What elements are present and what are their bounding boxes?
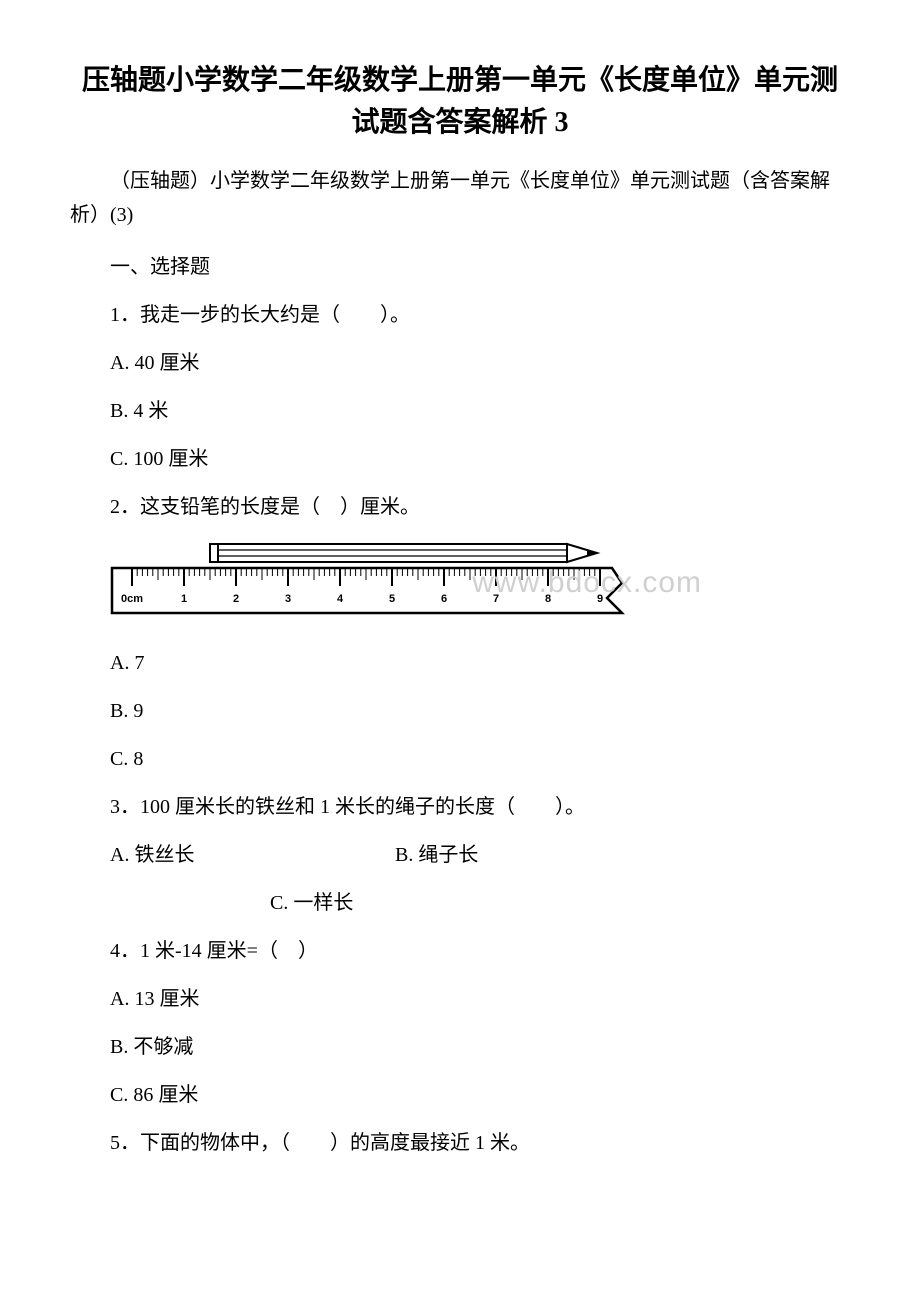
ruler-body: 0cm 1 2 3 4 5 6 7 8 9 [112, 568, 622, 613]
q3-options-row2: C. 一样长 [70, 886, 850, 920]
ruler-figure: www.bdocx.com 0cm123456789 [102, 538, 642, 628]
question-2: 2．这支铅笔的长度是（ ）厘米。 [70, 490, 850, 524]
question-4: 4．1 米-14 厘米=（ ） [70, 934, 850, 968]
svg-text:5: 5 [389, 593, 395, 605]
q4-option-b: B. 不够减 [70, 1030, 850, 1064]
q4-option-a: A. 13 厘米 [70, 982, 850, 1016]
q3-options-row1: A. 铁丝长 B. 绳子长 [70, 838, 850, 872]
subtitle: （压轴题）小学数学二年级数学上册第一单元《长度单位》单元测试题（含答案解析）(3… [70, 164, 850, 232]
svg-text:6: 6 [441, 593, 447, 605]
question-5: 5．下面的物体中，（ ）的高度最接近 1 米。 [70, 1126, 850, 1160]
page-title: 压轴题小学数学二年级数学上册第一单元《长度单位》单元测试题含答案解析 3 [70, 60, 850, 144]
q1-option-b: B. 4 米 [70, 394, 850, 428]
q4-option-c: C. 86 厘米 [70, 1078, 850, 1112]
section-heading: 一、选择题 [70, 250, 850, 284]
q3-option-b: B. 绳子长 [395, 838, 478, 872]
q1-option-a: A. 40 厘米 [70, 346, 850, 380]
q1-option-c: C. 100 厘米 [70, 442, 850, 476]
q3-option-c: C. 一样长 [270, 892, 353, 914]
svg-text:4: 4 [337, 593, 344, 605]
q2-option-c: C. 8 [70, 742, 850, 776]
svg-text:0cm: 0cm [121, 593, 143, 605]
question-1: 1．我走一步的长大约是（ ）。 [70, 298, 850, 332]
pencil-icon [210, 544, 597, 562]
svg-text:2: 2 [233, 593, 239, 605]
svg-text:9: 9 [597, 593, 603, 605]
ruler-svg: 0cm 1 2 3 4 5 6 7 8 9 [102, 538, 642, 628]
svg-text:7: 7 [493, 593, 499, 605]
svg-text:1: 1 [181, 593, 187, 605]
question-3: 3．100 厘米长的铁丝和 1 米长的绳子的长度（ ）。 [70, 790, 850, 824]
q2-option-a: A. 7 [70, 646, 850, 680]
q3-option-a: A. 铁丝长 [110, 838, 390, 872]
svg-text:8: 8 [545, 593, 551, 605]
svg-text:3: 3 [285, 593, 291, 605]
q2-option-b: B. 9 [70, 694, 850, 728]
